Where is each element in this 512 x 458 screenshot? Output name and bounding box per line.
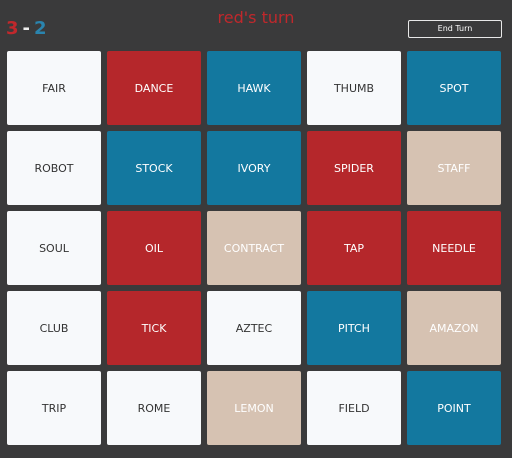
card[interactable]: CLUB: [7, 291, 101, 365]
card[interactable]: OIL: [107, 211, 201, 285]
red-score: 3: [6, 18, 19, 39]
card[interactable]: AZTEC: [207, 291, 301, 365]
card[interactable]: ROBOT: [7, 131, 101, 205]
card[interactable]: PITCH: [307, 291, 401, 365]
card[interactable]: SPOT: [407, 51, 501, 125]
card[interactable]: HAWK: [207, 51, 301, 125]
turn-indicator: red's turn: [217, 8, 295, 27]
card[interactable]: SPIDER: [307, 131, 401, 205]
card[interactable]: FIELD: [307, 371, 401, 445]
card[interactable]: NEEDLE: [407, 211, 501, 285]
card[interactable]: TAP: [307, 211, 401, 285]
card[interactable]: TICK: [107, 291, 201, 365]
card[interactable]: CONTRACT: [207, 211, 301, 285]
card[interactable]: FAIR: [7, 51, 101, 125]
card[interactable]: POINT: [407, 371, 501, 445]
card[interactable]: LEMON: [207, 371, 301, 445]
card[interactable]: AMAZON: [407, 291, 501, 365]
card[interactable]: STAFF: [407, 131, 501, 205]
card[interactable]: STOCK: [107, 131, 201, 205]
card[interactable]: IVORY: [207, 131, 301, 205]
card[interactable]: TRIP: [7, 371, 101, 445]
blue-score: 2: [34, 18, 47, 39]
card[interactable]: DANCE: [107, 51, 201, 125]
end-turn-button[interactable]: End Turn: [408, 20, 502, 38]
score-separator: -: [22, 18, 31, 39]
card[interactable]: ROME: [107, 371, 201, 445]
card[interactable]: THUMB: [307, 51, 401, 125]
score: 3-2: [6, 18, 47, 39]
card[interactable]: SOUL: [7, 211, 101, 285]
